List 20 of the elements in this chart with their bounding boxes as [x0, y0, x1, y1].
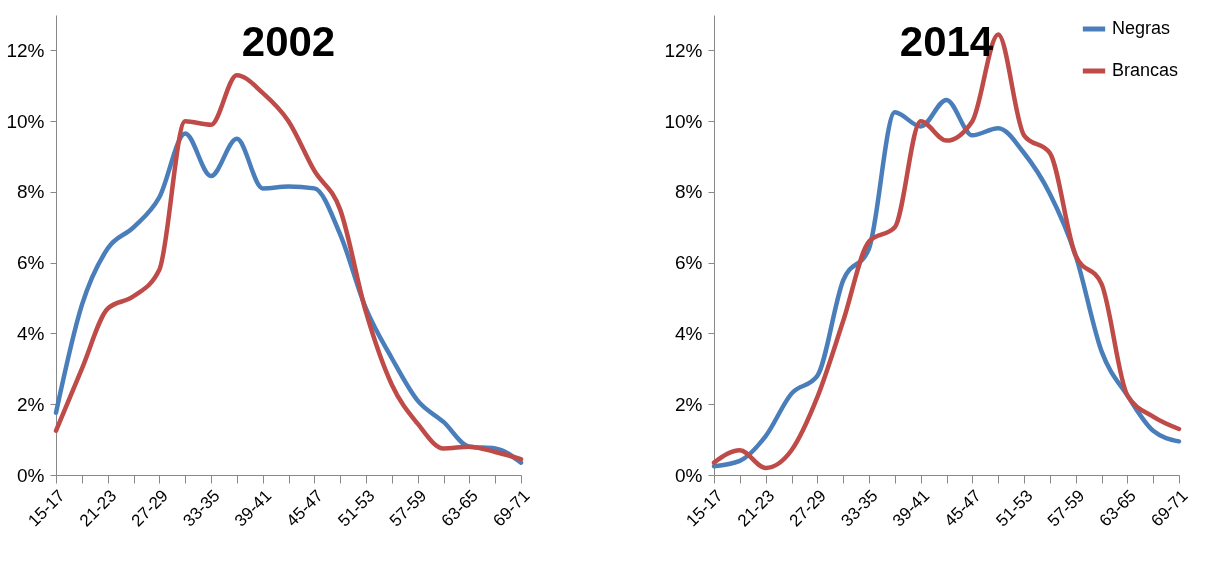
y-tick-label: 8% [675, 181, 703, 203]
legend-label: Negras [1112, 18, 1171, 38]
y-tick-label: 2% [675, 393, 703, 415]
chart-title: 2014 [899, 18, 994, 65]
line-series [711, 97, 1182, 469]
y-tick-label: 8% [17, 181, 45, 203]
y-tick-label: 10% [6, 110, 45, 132]
chart-title: 2002 [241, 18, 336, 65]
line-series [53, 72, 524, 462]
y-tick-label: 12% [664, 39, 703, 61]
y-tick-label: 2% [17, 393, 45, 415]
y-tick-label: 10% [664, 110, 703, 132]
y-tick-label: 12% [6, 39, 45, 61]
y-tick-label: 6% [17, 252, 45, 274]
y-tick-label: 4% [17, 322, 45, 344]
legend-label: Brancas [1112, 60, 1179, 80]
y-tick-label: 0% [17, 464, 45, 486]
y-tick-label: 6% [675, 252, 703, 274]
y-tick-label: 0% [675, 464, 703, 486]
y-tick-label: 4% [675, 322, 703, 344]
